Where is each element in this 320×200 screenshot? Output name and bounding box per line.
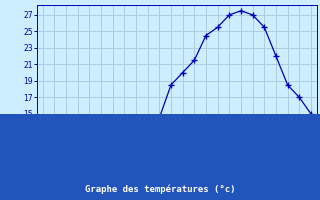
- Text: Graphe des températures (°c): Graphe des températures (°c): [85, 184, 235, 194]
